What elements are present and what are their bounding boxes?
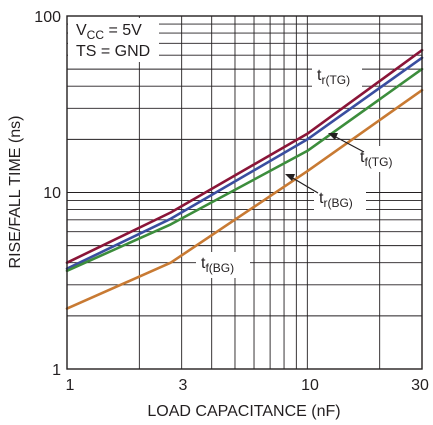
x-axis-title: LOAD CAPACITANCE (nF) [147, 403, 340, 420]
label-bg-tr-bg [314, 187, 366, 213]
label-tr-tg-main: t [317, 67, 322, 84]
ts-annotation: TS = GND [76, 43, 150, 60]
label-tf-tg-sub: f(TG) [364, 155, 392, 169]
label-tf-bg-main: t [201, 255, 206, 272]
vcc-rest: = 5V [104, 22, 142, 39]
x-tick-label-1: 1 [66, 377, 75, 394]
series-line-tr-bg [65, 67, 424, 273]
series-label-tf-bg: tf(BG) [201, 255, 234, 275]
series-label-tr-bg: tr(BG) [319, 190, 353, 210]
x-tick-label-30: 30 [411, 377, 429, 394]
label-bg-tr-tg [312, 64, 362, 90]
series-label-tf-tg: tf(TG) [360, 149, 392, 169]
vcc-main: V [76, 22, 87, 39]
x-tick-label-3: 3 [179, 377, 188, 394]
series-line-tf-tg [65, 56, 424, 271]
y-tick-label-10: 10 [43, 185, 61, 202]
arrow-tf-tg [333, 135, 365, 153]
label-tr-bg-main: t [319, 190, 324, 207]
vcc-annotation: VCC = 5V [76, 22, 142, 42]
vcc-sub: CC [87, 28, 105, 42]
y-tick-label-1: 1 [52, 362, 61, 379]
label-tf-tg-main: t [360, 149, 365, 166]
arrow-tr-bg [290, 176, 319, 194]
legend-box [68, 18, 159, 62]
arrowhead-tr-bg [285, 174, 295, 181]
label-tf-bg-sub: f(BG) [205, 261, 234, 275]
y-tick-label-100: 100 [34, 9, 61, 26]
x-tick-label-10: 10 [301, 377, 319, 394]
series-label-tr-tg: tr(TG) [317, 67, 350, 87]
label-bg-tf-tg [356, 146, 406, 172]
label-bg-tf-bg [196, 252, 250, 278]
series-line-tf-bg [65, 88, 424, 310]
plot-frame [66, 15, 423, 370]
series-line-tr-tg [65, 48, 424, 265]
label-tr-tg-sub: r(TG) [321, 73, 350, 87]
series-layer [65, 48, 424, 310]
arrowhead-tf-tg [328, 133, 338, 140]
y-axis-title: RISE/FALL TIME (ns) [7, 116, 24, 269]
label-tr-bg-sub: r(BG) [323, 196, 352, 210]
grid [67, 16, 422, 369]
